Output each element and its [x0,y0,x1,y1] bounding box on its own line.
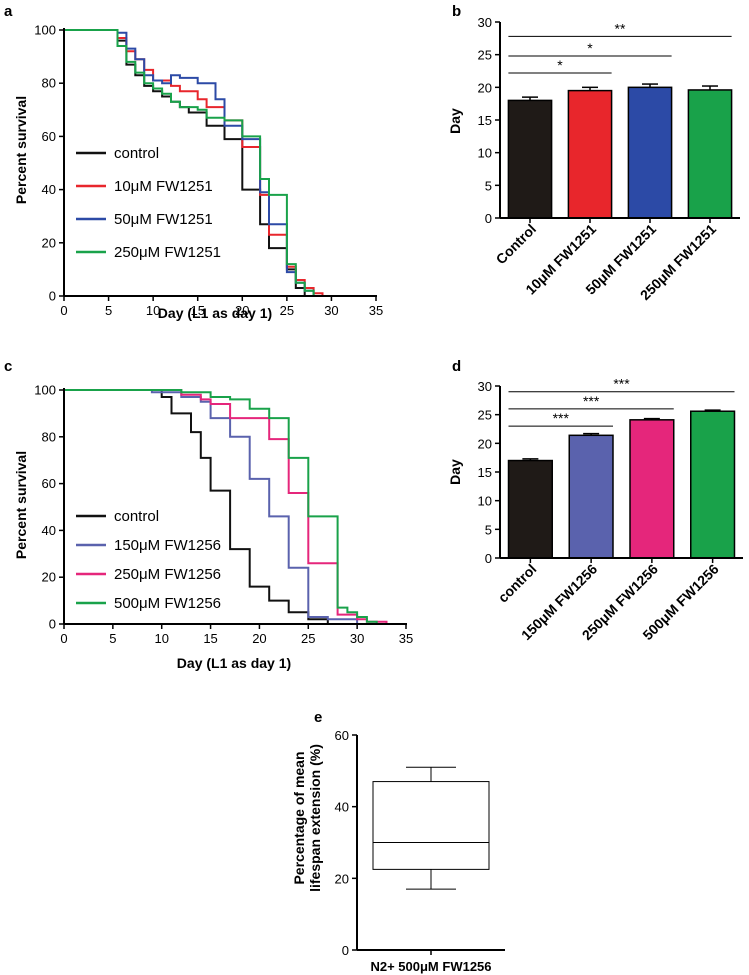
panel-c-x-axis-title: Day (L1 as day 1) [177,655,291,671]
panel-b-significance-stars: * [587,40,593,56]
panel-d-y-tick-label: 5 [485,522,492,537]
panel-a-x-tick-label: 30 [324,303,338,318]
panel-c-legend-label: 250μM FW1256 [114,566,221,583]
panel-a-x-tick-label: 20 [235,303,249,318]
panel-d-significance-stars: *** [613,376,630,392]
panel-c-x-tick-label: 15 [203,631,217,646]
panel-a-series-line [64,29,350,297]
panel-b-y-tick-label: 30 [478,15,492,30]
panel-a-series-line [64,29,350,297]
panel-e-label: e [314,709,322,726]
panel-b-y-axis-title: Day [447,108,463,134]
panel-e-y-tick-label: 60 [335,728,349,743]
panel-c-x-tick-label: 35 [399,631,413,646]
panel-a-legend-label: control [114,145,159,162]
panel-c-y-tick-label: 40 [42,523,56,538]
panel-b-y-tick-label: 25 [478,48,492,63]
panel-a-y-tick-label: 80 [42,76,56,91]
panel-d-y-tick-label: 10 [478,494,492,509]
panel-e-box [372,781,490,870]
panel-d-y-tick-label: 20 [478,436,492,451]
panel-c-legend-label: control [114,508,159,525]
panel-d-bar [507,459,553,559]
panel-c-survival-chart: c Day (L1 as day 1) Percent survival 0 5 1… [4,358,413,671]
panel-c-y-tick-label: 0 [49,617,56,632]
panel-a-x-tick-label: 25 [280,303,294,318]
panel-a-x-tick-label: 15 [190,303,204,318]
panel-d-significance-stars: *** [553,410,570,426]
panel-a-x-tick-label: 10 [146,303,160,318]
panel-b-bar [507,99,553,219]
panel-b-label: b [452,3,461,20]
panel-a-legend-label: 10μM FW1251 [114,178,213,195]
panel-e-y-tick-label: 40 [335,800,349,815]
panel-d-y-axis-title: Day [447,459,463,485]
panel-a-survival-chart: a Day (L1 as day 1) Percent survival 0 5 1… [4,3,383,321]
panel-e-lifespan-extension-box-plot: e Percentage of mean lifespan extension … [291,709,505,974]
panel-c-x-tick-label: 25 [301,631,315,646]
panel-e-y-tick-label: 20 [335,871,349,886]
panel-b-bar [687,89,733,219]
panel-d-y-tick-label: 30 [478,379,492,394]
panel-c-y-tick-label: 60 [42,476,56,491]
panel-d-bar [629,419,675,559]
panel-b-y-tick-label: 0 [485,211,492,226]
panel-e-category-label: N2+ 500μM FW1256 [370,959,491,974]
panel-c-y-axis-title: Percent survival [13,451,29,559]
panel-a-y-tick-label: 20 [42,235,56,250]
panel-d-y-tick-label: 25 [478,408,492,423]
panel-b-bar [627,86,673,219]
panel-c-x-tick-label: 30 [350,631,364,646]
panel-a-x-tick-label: 0 [60,303,67,318]
panel-d-label: d [452,358,461,375]
panel-d-category-label: control [495,561,540,606]
panel-a-legend-label: 250μM FW1251 [114,244,221,261]
panel-b-y-tick-label: 20 [478,80,492,95]
panel-c-x-tick-label: 20 [252,631,266,646]
panel-d-bar [690,410,736,559]
panel-e-y-axis-title-line-1: Percentage of mean [291,751,307,884]
panel-a-x-tick-label: 35 [369,303,383,318]
panel-c-y-tick-label: 100 [34,383,56,398]
panel-c-series-line [64,389,387,625]
panel-c-x-tick-label: 0 [60,631,67,646]
panel-a-y-tick-label: 0 [49,289,56,304]
panel-c-x-tick-label: 5 [109,631,116,646]
panel-a-y-tick-label: 60 [42,129,56,144]
panel-a-x-axis-title: Day (L1 as day 1) [158,305,272,321]
panel-c-legend-label: 500μM FW1256 [114,595,221,612]
panel-c-y-tick-label: 80 [42,429,56,444]
panel-c-y-tick-label: 20 [42,570,56,585]
panel-c-legend-label: 150μM FW1256 [114,537,221,554]
panel-c-label: c [4,358,12,375]
panel-b-y-tick-label: 15 [478,113,492,128]
panel-e-y-tick-label: 0 [342,943,349,958]
panel-d-bar [568,434,614,559]
panel-b-bar [567,89,613,219]
panel-d-y-tick-label: 15 [478,465,492,480]
panel-e-y-axis-title-line-2: lifespan extension (%) [307,744,323,892]
panel-a-label: a [4,3,13,20]
panel-a-y-axis-title: Percent survival [13,96,29,204]
panel-a-y-tick-label: 40 [42,182,56,197]
panel-c-series-line [64,389,378,624]
panel-d-y-tick-label: 0 [485,551,492,566]
panel-a-legend-label: 50μM FW1251 [114,211,213,228]
panel-d-significance-stars: *** [583,393,600,409]
panel-a-y-tick-label: 100 [34,23,56,38]
panel-b-category-label: Control [493,221,540,268]
panel-b-significance-stars: * [557,57,563,73]
panel-b-significance-stars: ** [615,20,626,36]
panel-b-y-tick-label: 5 [485,178,492,193]
panel-c-x-tick-label: 10 [154,631,168,646]
panel-b-y-tick-label: 10 [478,146,492,161]
panel-a-x-tick-label: 5 [105,303,112,318]
